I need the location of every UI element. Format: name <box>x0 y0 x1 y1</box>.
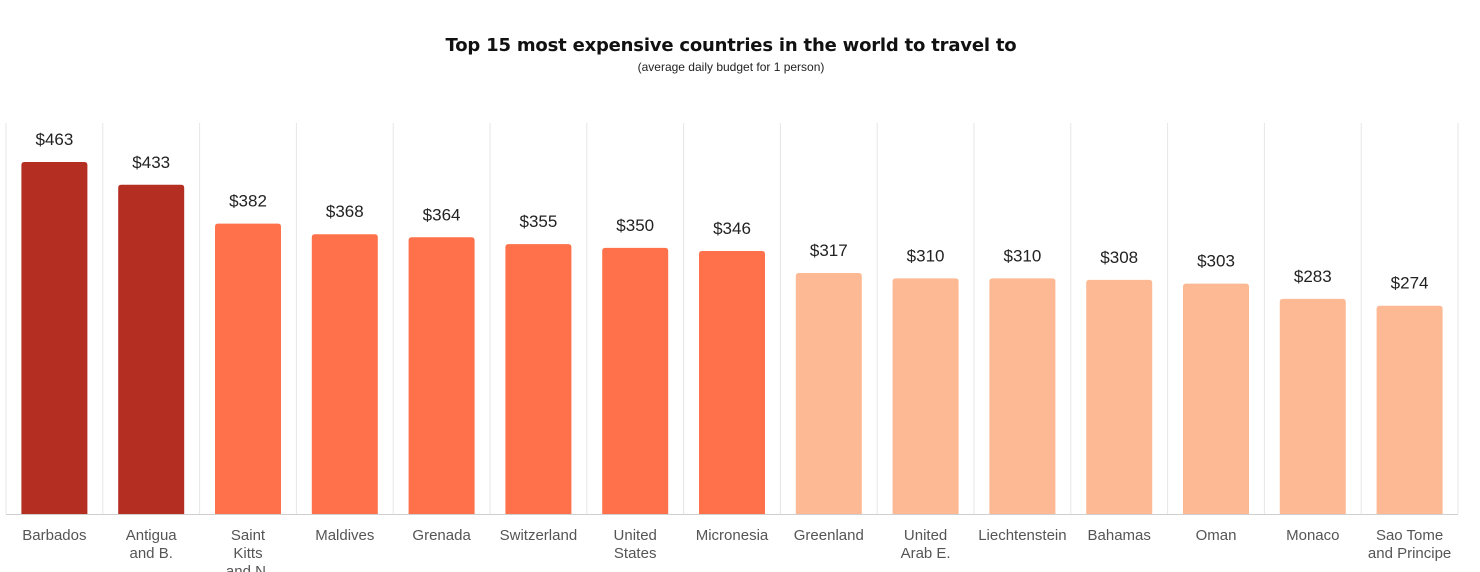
bar-value-label: $308 <box>1100 248 1138 267</box>
category-label: Sao Tome <box>1376 527 1443 544</box>
bar <box>21 162 88 514</box>
bar-value-label: $433 <box>132 153 170 172</box>
bar <box>215 223 281 514</box>
bar <box>1183 283 1249 514</box>
category-label: and B. <box>130 545 173 562</box>
bar <box>602 247 669 514</box>
category-label: Bahamas <box>1088 527 1151 544</box>
bar-value-label: $310 <box>907 246 945 265</box>
category-label: Monaco <box>1286 527 1339 544</box>
chart-title: Top 15 most expensive countries in the w… <box>445 35 1017 56</box>
bars <box>21 162 1443 515</box>
category-label: Grenada <box>412 527 471 544</box>
bar <box>1279 298 1346 514</box>
bar-value-label: $346 <box>713 219 751 238</box>
grid-lines <box>5 123 1459 515</box>
value-labels: $463 $433 $382 $368 $364 $355 $350 $346 $317 $310… <box>35 130 1428 293</box>
category-label: Saint <box>231 527 266 544</box>
category-label: Kitts <box>233 545 262 562</box>
category-label: Antigua <box>126 527 178 544</box>
bar <box>118 184 185 514</box>
bar-value-label: $368 <box>326 202 364 221</box>
category-label: United <box>614 527 657 544</box>
category-label: Oman <box>1196 527 1237 544</box>
bar <box>1086 279 1153 514</box>
bar-value-label: $364 <box>423 205 461 224</box>
category-label: Switzerland <box>500 527 578 544</box>
bar <box>1376 305 1443 514</box>
bar <box>699 250 765 514</box>
bar <box>311 234 378 515</box>
category-label: Barbados <box>22 527 86 544</box>
bar-value-label: $303 <box>1197 252 1235 271</box>
bar-value-label: $382 <box>229 192 267 211</box>
category-label: States <box>614 545 657 562</box>
bar <box>795 272 862 514</box>
bar <box>408 237 475 514</box>
bar-value-label: $310 <box>1003 246 1041 265</box>
category-label: and Principe <box>1368 545 1451 562</box>
bar <box>989 278 1056 514</box>
category-label: Greenland <box>794 527 864 544</box>
category-label: and N. <box>226 563 270 572</box>
bar-value-label: $274 <box>1391 274 1429 293</box>
bar-value-label: $317 <box>810 241 848 260</box>
category-label: Micronesia <box>696 527 769 544</box>
bar-value-label: $355 <box>519 212 557 231</box>
bar-value-label: $350 <box>616 216 654 235</box>
bar <box>892 278 959 514</box>
bar <box>505 244 572 515</box>
category-label: Liechtenstein <box>978 527 1066 544</box>
bar-value-label: $463 <box>35 130 73 149</box>
bar-value-label: $283 <box>1294 267 1332 286</box>
category-label: Arab E. <box>901 545 951 562</box>
category-label: United <box>904 527 947 544</box>
chart-subtitle: (average daily budget for 1 person) <box>637 60 825 74</box>
category-label: Maldives <box>315 527 374 544</box>
